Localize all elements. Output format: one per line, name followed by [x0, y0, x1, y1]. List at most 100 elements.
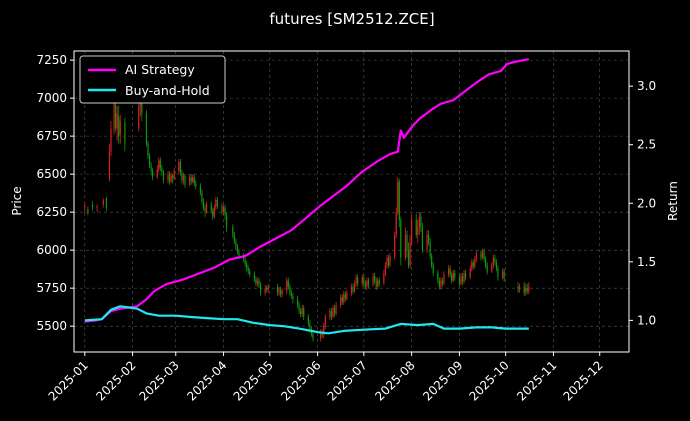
candle-body: [108, 151, 111, 179]
candle-body: [213, 207, 215, 217]
candle-body: [361, 277, 363, 284]
candle-body: [266, 288, 268, 290]
candle-body: [438, 280, 440, 287]
candle-body: [233, 234, 235, 242]
candle-body: [375, 280, 377, 287]
return-lines: [84, 58, 530, 335]
candle-body: [386, 257, 388, 266]
candle-body: [501, 271, 504, 278]
candle-body: [167, 174, 169, 181]
candle-body: [469, 268, 471, 278]
candle-body: [350, 286, 353, 293]
candle-body: [411, 219, 413, 243]
candle-body: [173, 171, 175, 179]
candle-body: [443, 274, 445, 284]
y-tick-label-right: 2.5: [637, 138, 656, 152]
candle-body: [181, 172, 183, 181]
candle-body: [105, 198, 107, 208]
candle-body: [432, 265, 434, 273]
candle-body: [170, 175, 172, 182]
series-line-buy-and-hold: [84, 305, 529, 335]
candle-body: [244, 259, 246, 264]
y-tick-label-right: 2.0: [637, 196, 656, 210]
candle-body: [452, 272, 454, 281]
candle-body: [287, 280, 289, 287]
candle-body: [307, 317, 309, 324]
candle-body: [429, 242, 431, 257]
candle-body: [333, 307, 336, 314]
candle-body: [480, 253, 482, 258]
candle-body: [162, 172, 165, 181]
candle-body: [400, 219, 402, 258]
candle-body: [158, 160, 160, 170]
candle-body: [427, 234, 430, 243]
candle-body: [145, 113, 148, 144]
candle-body: [147, 143, 149, 156]
candle-body: [296, 298, 299, 305]
candle-body: [303, 307, 305, 318]
candle-body: [463, 272, 465, 283]
candle-body: [335, 304, 337, 314]
candle-body: [364, 283, 366, 287]
candle-body: [309, 323, 311, 330]
candle-body: [485, 259, 487, 266]
candle-body: [159, 160, 161, 169]
candle-body: [224, 207, 226, 216]
candle-body: [451, 274, 453, 281]
candle-body: [148, 155, 151, 166]
candle-body: [323, 326, 325, 336]
candle-body: [289, 286, 291, 293]
candle-body: [276, 286, 279, 293]
candle-body: [249, 271, 251, 275]
candle-body: [340, 297, 342, 305]
candle-body: [409, 242, 411, 266]
candle-body: [202, 201, 205, 208]
candle-body: [212, 210, 214, 217]
candle-body: [384, 265, 387, 273]
candle-body: [528, 286, 530, 292]
candle-body: [418, 216, 420, 228]
candle-body: [329, 310, 331, 318]
candle-body: [190, 177, 192, 182]
candle-body: [246, 263, 248, 269]
candle-body: [406, 234, 408, 251]
candle-body: [232, 227, 234, 235]
candle-body: [440, 280, 442, 287]
candle-body: [301, 307, 303, 314]
candle-body: [330, 310, 333, 318]
candle-body: [355, 277, 357, 284]
candle-body: [448, 268, 450, 275]
candle-body: [404, 234, 407, 258]
candle-body: [281, 291, 283, 295]
candle-body: [518, 286, 521, 290]
candle-body: [346, 292, 348, 299]
candle-body: [172, 175, 174, 179]
candle-body: [372, 275, 374, 286]
candle-body: [124, 122, 126, 144]
candle-body: [253, 274, 255, 280]
candle-body: [343, 294, 345, 302]
candle-body: [494, 257, 496, 263]
candle-body: [298, 304, 300, 311]
candle-body: [472, 262, 474, 267]
candle-body: [168, 174, 171, 182]
legend: AI Strategy Buy-and-Hold: [79, 55, 226, 104]
candle-body: [179, 161, 181, 173]
candle-body: [483, 251, 485, 260]
candle-body: [437, 272, 439, 281]
candle-body: [324, 317, 326, 327]
y-tick-label-left: 5750: [36, 281, 67, 295]
candle-body: [378, 280, 380, 284]
y-tick-label-left: 5500: [36, 319, 67, 333]
candle-body: [195, 183, 197, 187]
candle-body: [366, 280, 368, 287]
candle-body: [394, 234, 396, 257]
candle-body: [383, 272, 385, 284]
candle-body: [178, 161, 180, 172]
candle-body: [431, 256, 433, 266]
candle-body: [495, 262, 498, 269]
candle-body: [259, 285, 262, 293]
candle-body: [300, 310, 302, 314]
candle-body: [377, 280, 379, 287]
candle-body: [84, 205, 86, 207]
